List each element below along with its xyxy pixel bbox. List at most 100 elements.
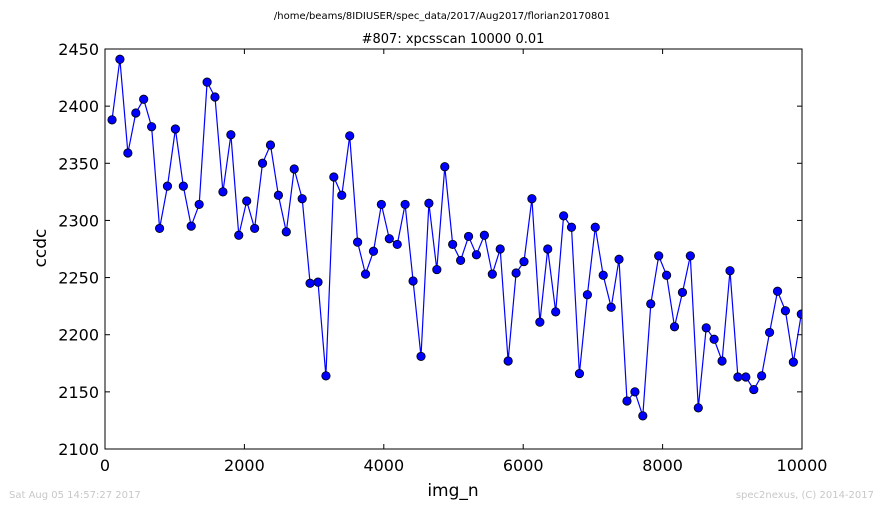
data-point (218, 187, 228, 197)
data-point (400, 199, 410, 210)
x-axis-label: img_n (427, 481, 478, 501)
data-point (440, 162, 450, 172)
data-point (749, 384, 759, 395)
data-point (654, 251, 664, 261)
data-point (535, 317, 545, 327)
y-tick-label: 2250 (58, 269, 99, 288)
y-tick-label: 2100 (58, 440, 99, 459)
data-point (202, 77, 212, 87)
data-point (772, 286, 783, 296)
data-point (741, 372, 751, 382)
y-tick-label: 2300 (58, 211, 99, 230)
data-point (717, 356, 727, 366)
data-point (463, 231, 474, 242)
data-point (115, 54, 125, 64)
data-point (448, 239, 458, 250)
data-point (757, 371, 767, 381)
data-point (788, 357, 798, 367)
footer-timestamp: Sat Aug 05 14:57:27 2017 (9, 490, 141, 501)
data-point (337, 190, 347, 200)
data-point (321, 371, 331, 381)
data-point (376, 199, 386, 210)
y-tick-label: 2400 (58, 97, 99, 116)
data-point (384, 234, 394, 244)
data-point (796, 309, 802, 319)
x-tick-label: 6000 (503, 456, 544, 475)
data-point (162, 181, 173, 191)
x-tick-label: 2000 (224, 456, 265, 475)
data-point (527, 194, 537, 204)
data-point (250, 223, 260, 234)
data-point (265, 140, 276, 150)
data-point (606, 302, 616, 312)
data-point (170, 124, 180, 134)
data-point (416, 351, 426, 362)
x-tick-label: 10000 (777, 456, 828, 475)
data-point (677, 287, 688, 298)
data-point (194, 199, 204, 210)
data-point (147, 122, 157, 132)
data-point (733, 372, 743, 382)
data-point (685, 251, 695, 261)
data-point (661, 270, 672, 280)
data-point (638, 411, 648, 421)
y-tick-label: 2450 (58, 40, 99, 59)
data-point (479, 230, 489, 240)
data-point (725, 266, 735, 276)
data-point (242, 196, 252, 206)
data-point (154, 223, 165, 234)
data-point (107, 115, 117, 125)
y-tick-label: 2150 (58, 383, 99, 402)
data-point (123, 148, 133, 158)
data-point (313, 277, 323, 287)
data-point (329, 172, 339, 182)
y-tick-label: 2350 (58, 154, 99, 173)
data-point (408, 276, 418, 286)
data-point (551, 307, 561, 317)
data-point (345, 131, 355, 141)
data-point (566, 222, 577, 232)
plot-frame (104, 48, 803, 450)
data-point (693, 403, 703, 413)
data-point (178, 181, 188, 191)
data-point (139, 94, 149, 104)
data-point (305, 278, 315, 288)
x-tick-label: 8000 (642, 456, 683, 475)
data-point (352, 237, 363, 247)
data-point (471, 250, 482, 260)
data-point (368, 246, 379, 256)
data-point (234, 230, 244, 240)
data-point (590, 222, 600, 232)
data-point (669, 322, 680, 332)
data-point (503, 356, 513, 366)
data-point (456, 255, 466, 266)
data-point (495, 244, 505, 254)
plot-area: 0 2000 4000 6000 8000 10000 2100 2150 2200 2250 23… (58, 40, 827, 475)
data-point (614, 254, 624, 264)
data-point (646, 299, 656, 309)
data-point (519, 256, 529, 267)
y-tick-label: 2200 (58, 326, 99, 345)
data-point (559, 211, 569, 221)
data-point (598, 270, 608, 280)
chart-title: #807: xpcsscan 10000 0.01 (362, 32, 545, 47)
data-point (424, 198, 434, 208)
data-point (432, 264, 442, 275)
data-point (543, 244, 553, 254)
data-point (131, 108, 141, 118)
data-point (582, 290, 592, 300)
data-point (630, 387, 640, 397)
data-point (257, 158, 268, 168)
data-point (622, 396, 632, 406)
data-file-path: /home/beams/8IDIUSER/spec_data/2017/Aug2… (274, 11, 610, 22)
data-point (360, 269, 371, 279)
data-point (701, 323, 711, 333)
data-point (226, 130, 236, 140)
y-axis-label: ccdc (31, 229, 51, 268)
data-point (780, 306, 791, 316)
x-tick-label: 0 (100, 456, 110, 475)
data-point (210, 92, 220, 102)
data-point (392, 239, 402, 250)
data-point (289, 164, 299, 174)
